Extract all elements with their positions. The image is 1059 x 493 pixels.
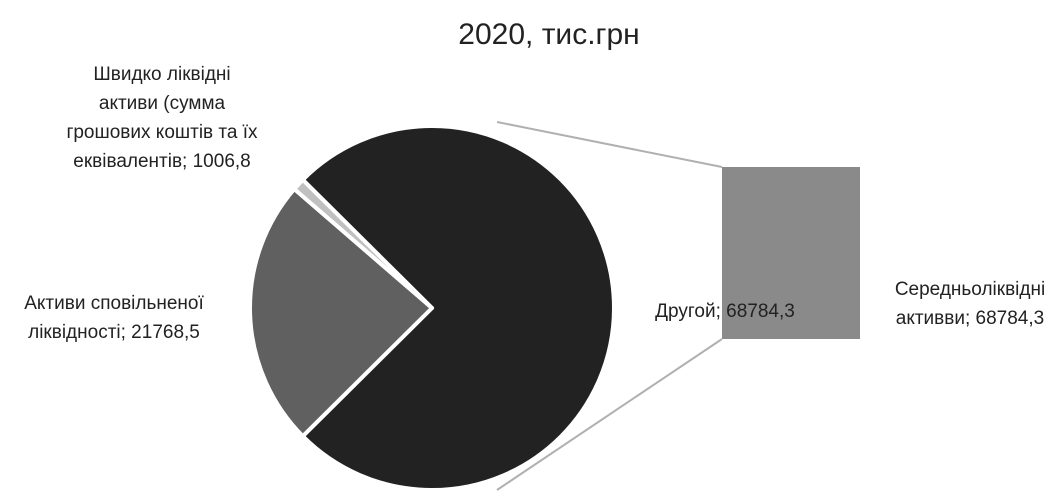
label-quick-liquid-line: грошових коштів та їх <box>66 122 258 143</box>
label-quick-liquid-line: еквівалентів; 1006,8 <box>73 151 250 172</box>
pie-slice-2 <box>300 124 616 492</box>
secondary-bar <box>722 167 860 339</box>
connector-lines <box>496 121 723 491</box>
bar-segment <box>722 167 860 339</box>
connector-line-top <box>496 121 723 168</box>
label-other-line: Другой; 68784,3 <box>655 301 795 322</box>
label-slow-liquid-line: ліквідності; 21768,5 <box>28 322 200 343</box>
chart-title: 2020, тис.грн <box>458 18 639 51</box>
label-slow-liquid-line: Активи сповільненої <box>24 293 204 314</box>
label-slow-liquid: Активи сповільненої ліквідності; 21768,5 <box>24 293 204 343</box>
pie-slices <box>248 124 616 492</box>
label-medium-liquid: Середньоліквідні активви; 68784,3 <box>895 279 1045 329</box>
label-medium-liquid-line: активви; 68784,3 <box>896 308 1044 329</box>
label-other: Другой; 68784,3 <box>655 301 795 322</box>
pie-slice-0 <box>292 177 434 310</box>
connector-line-bottom <box>496 338 723 491</box>
pie-slice-1 <box>248 187 434 439</box>
label-medium-liquid-line: Середньоліквідні <box>895 279 1045 300</box>
label-quick-liquid-line: активи (сумма <box>99 93 226 114</box>
label-quick-liquid-line: Швидко ліквідні <box>93 64 230 85</box>
data-labels: Швидко ліквідні активи (сумма грошових кош… <box>24 64 1045 343</box>
label-quick-liquid: Швидко ліквідні активи (сумма грошових кош… <box>66 64 258 172</box>
